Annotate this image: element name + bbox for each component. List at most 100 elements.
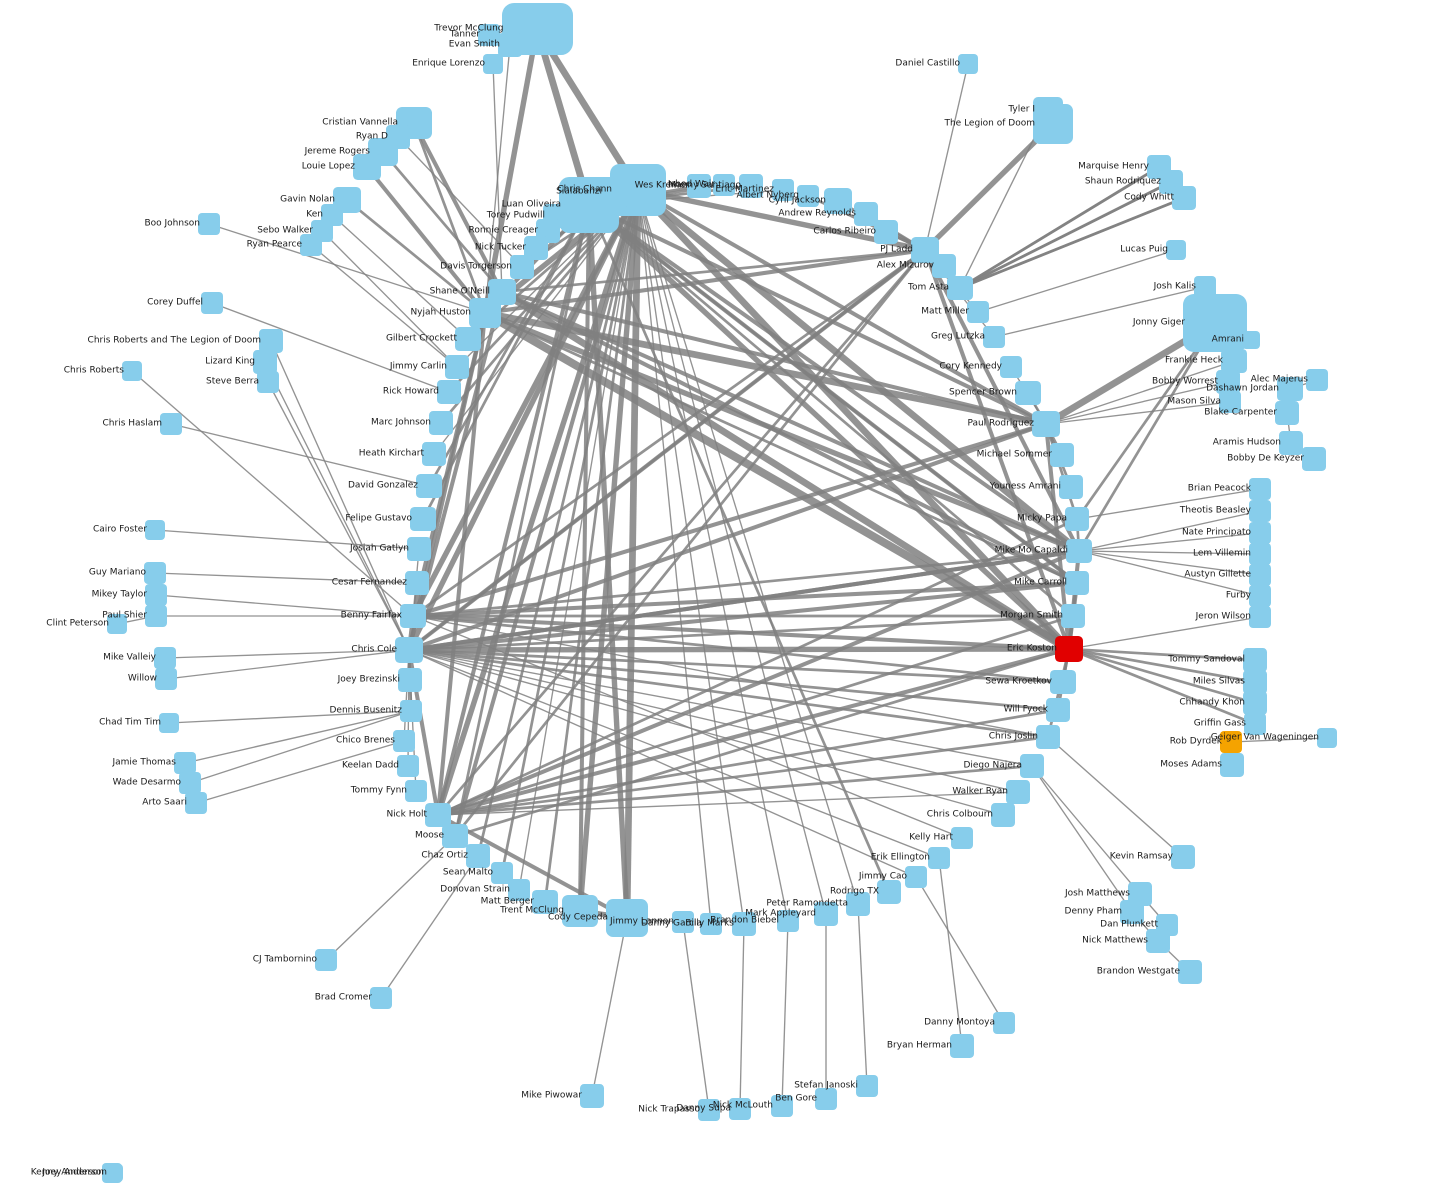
graph-node[interactable]: [1000, 356, 1022, 378]
graph-node[interactable]: [824, 188, 852, 214]
graph-node[interactable]: [672, 911, 694, 933]
graph-node[interactable]: [1249, 564, 1271, 586]
graph-node[interactable]: [1249, 500, 1271, 522]
graph-node[interactable]: [1302, 447, 1326, 471]
graph-node[interactable]: [429, 411, 453, 435]
graph-node[interactable]: [1317, 728, 1337, 748]
graph-node[interactable]: [154, 647, 176, 669]
graph-node[interactable]: [253, 350, 277, 374]
graph-node[interactable]: [951, 827, 973, 849]
graph-node[interactable]: [1059, 475, 1083, 499]
graph-node[interactable]: [700, 913, 722, 935]
graph-node[interactable]: [532, 890, 558, 914]
graph-node[interactable]: [122, 361, 142, 381]
graph-node[interactable]: [1050, 670, 1076, 694]
graph-node[interactable]: [145, 605, 167, 627]
graph-node[interactable]: [580, 1084, 604, 1108]
graph-node[interactable]: [950, 1034, 974, 1058]
graph-node[interactable]: [145, 584, 167, 606]
graph-node[interactable]: [1036, 725, 1060, 749]
graph-node[interactable]: [1171, 845, 1195, 869]
graph-node[interactable]: [877, 880, 901, 904]
graph-node[interactable]: [771, 1095, 793, 1117]
graph-node[interactable]: [1279, 431, 1303, 455]
graph-node[interactable]: [797, 185, 819, 207]
graph-node[interactable]: [1065, 571, 1089, 595]
graph-node[interactable]: [393, 730, 415, 752]
graph-node[interactable]: [874, 220, 898, 244]
graph-node[interactable]: [370, 987, 392, 1009]
graph-node[interactable]: [777, 910, 799, 932]
graph-node[interactable]: [300, 234, 322, 256]
graph-node[interactable]: [398, 668, 422, 692]
graph-node[interactable]: [1249, 478, 1271, 500]
graph-node[interactable]: [1166, 240, 1186, 260]
graph-node[interactable]: [400, 604, 426, 628]
graph-node[interactable]: [1061, 604, 1085, 628]
graph-node[interactable]: [405, 780, 427, 802]
graph-node[interactable]: [846, 892, 870, 916]
graph-node[interactable]: [991, 803, 1015, 827]
graph-node[interactable]: [445, 355, 469, 379]
graph-node[interactable]: [416, 474, 442, 498]
graph-node[interactable]: [1243, 670, 1267, 694]
graph-node[interactable]: [1249, 606, 1271, 628]
graph-node[interactable]: [1050, 443, 1074, 467]
graph-node[interactable]: [1277, 377, 1303, 401]
graph-node[interactable]: [198, 213, 220, 235]
graph-node[interactable]: [1243, 691, 1267, 715]
graph-node[interactable]: [1120, 900, 1144, 924]
graph-node[interactable]: [732, 912, 756, 936]
graph-node[interactable]: [1249, 543, 1271, 565]
graph-node[interactable]: [739, 174, 763, 198]
graph-node[interactable]: [1006, 780, 1030, 804]
graph-node[interactable]: [958, 54, 978, 74]
graph-node[interactable]: [179, 772, 201, 794]
graph-node[interactable]: [1244, 713, 1266, 735]
graph-node[interactable]: [498, 33, 522, 57]
graph-node[interactable]: [405, 571, 429, 595]
graph-node[interactable]: [397, 755, 419, 777]
graph-node[interactable]: [455, 327, 481, 351]
graph-node[interactable]: [1146, 929, 1170, 953]
graph-node[interactable]: [160, 413, 182, 435]
graph-node[interactable]: [144, 562, 166, 584]
graph-node[interactable]: [257, 371, 279, 393]
graph-node[interactable]: [1249, 585, 1271, 607]
graph-node[interactable]: [201, 292, 223, 314]
graph-node[interactable]: [713, 174, 735, 196]
graph-node[interactable]: [983, 326, 1005, 348]
graph-node[interactable]: [1306, 369, 1328, 391]
graph-node[interactable]: [1032, 411, 1060, 437]
graph-node[interactable]: [1220, 731, 1242, 753]
graph-node[interactable]: [410, 507, 436, 531]
graph-node[interactable]: [1033, 104, 1073, 144]
graph-node[interactable]: [947, 276, 973, 300]
graph-node[interactable]: [1242, 331, 1260, 349]
graph-node[interactable]: [967, 301, 989, 323]
graph-node[interactable]: [315, 949, 337, 971]
graph-node[interactable]: [400, 700, 422, 722]
graph-node[interactable]: [856, 1075, 878, 1097]
graph-node[interactable]: [1015, 381, 1041, 405]
graph-node[interactable]: [1065, 507, 1089, 531]
graph-node[interactable]: [1066, 539, 1092, 563]
graph-node[interactable]: [469, 298, 501, 328]
graph-node[interactable]: [259, 329, 283, 353]
graph-node[interactable]: [174, 752, 196, 774]
graph-node[interactable]: [606, 899, 648, 937]
graph-node[interactable]: [105, 1164, 123, 1182]
graph-node[interactable]: [1220, 753, 1244, 777]
graph-node[interactable]: [425, 803, 451, 827]
graph-node[interactable]: [107, 614, 127, 634]
graph-node[interactable]: [353, 154, 381, 180]
graph-node[interactable]: [1183, 294, 1247, 352]
graph-node[interactable]: [145, 520, 165, 540]
graph-node[interactable]: [814, 902, 838, 926]
graph-node[interactable]: [993, 1012, 1015, 1034]
graph-node[interactable]: [508, 879, 530, 901]
graph-node[interactable]: [1178, 960, 1202, 984]
graph-node[interactable]: [1249, 522, 1271, 544]
graph-node[interactable]: [407, 537, 431, 561]
graph-node[interactable]: [1046, 698, 1070, 722]
